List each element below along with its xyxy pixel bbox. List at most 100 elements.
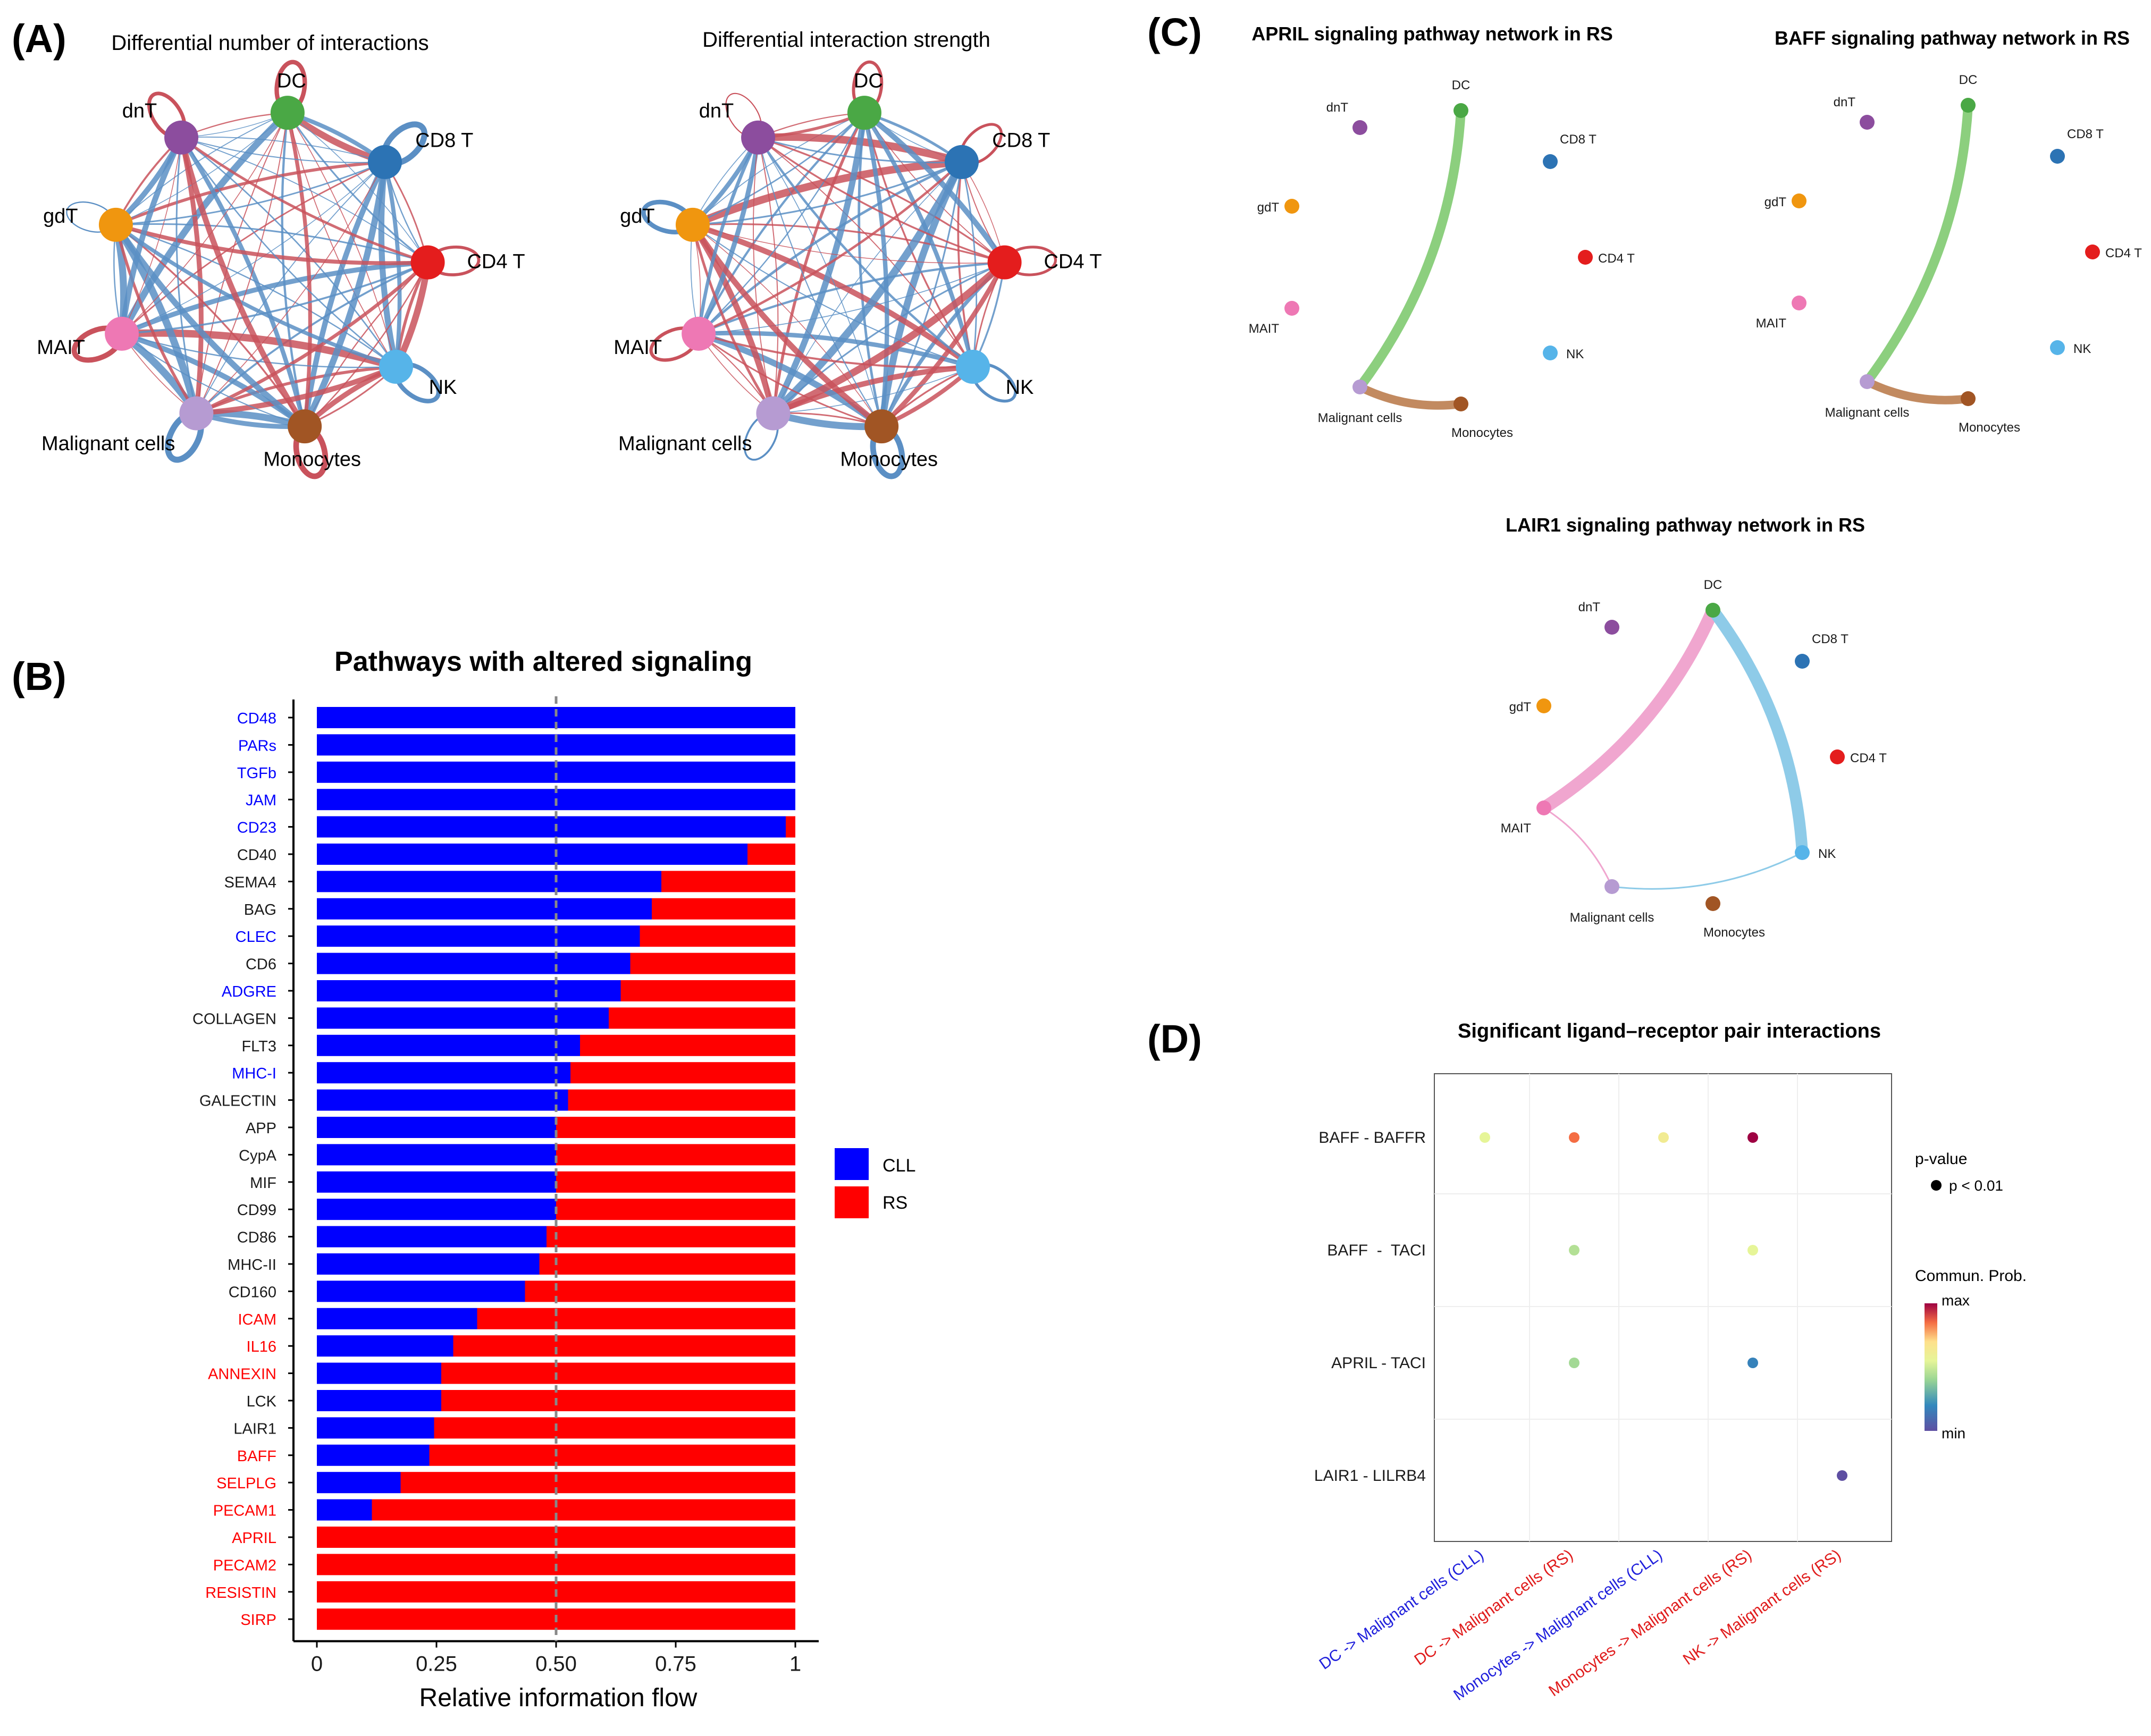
interaction-edge-29	[121, 329, 397, 370]
node-nk	[955, 350, 990, 384]
node-label-cd4-t: CD4 T	[467, 250, 525, 273]
bar-label-lair1: LAIR1	[233, 1420, 276, 1437]
bar-rs-app	[556, 1117, 795, 1138]
network-node-label-gdt: gdT	[1765, 195, 1787, 209]
network-edge-dc-to-mait	[1537, 604, 1719, 814]
y-category-lair1-lilrb4: LAIR1 - LILRB4	[1314, 1467, 1426, 1485]
bar-cll-cd86	[317, 1226, 547, 1248]
interaction-edge-1	[287, 112, 428, 263]
legend-swatch-rs	[835, 1186, 869, 1218]
bar-chart-bars: CD48 PARs TGFb JAM CD23 CD40 SEMA4 BAG CLEC CD6 AD…	[192, 696, 819, 1676]
bar-label-mhc-ii: MHC-II	[228, 1257, 276, 1274]
bar-label-icam: ICAM	[238, 1311, 277, 1328]
interaction-edge-65	[181, 137, 385, 163]
bar-cll-icam	[317, 1308, 477, 1329]
bar-cll-cd99	[317, 1199, 556, 1220]
network-node-label-dc: DC	[1704, 578, 1723, 592]
bar-rs-mif	[556, 1171, 795, 1193]
bar-label-lck: LCK	[247, 1393, 277, 1410]
network-node-label-malignant-cells: Malignant cells	[1318, 411, 1402, 425]
interaction-edge-42	[196, 261, 429, 415]
network-node-gdt	[1284, 199, 1299, 214]
node-cd4-t	[410, 245, 445, 280]
bar-label-sema4: SEMA4	[224, 874, 276, 891]
panel-a-circle-plots: Differential number of interactions Diff…	[37, 28, 1102, 479]
interaction-edge-32	[285, 112, 312, 427]
interaction-edge-39	[758, 137, 882, 427]
interaction-edge-49	[121, 162, 385, 334]
network-node-label-malignant-cells: Malignant cells	[1570, 911, 1654, 925]
network-edge-mait-to-malignant-cells	[1543, 807, 1613, 888]
bar-cll-galectin	[317, 1089, 568, 1111]
interaction-edge-40	[770, 112, 868, 415]
network-node-dnt	[1604, 620, 1619, 635]
bar-cll-flt3	[317, 1034, 580, 1056]
interaction-edge-40	[196, 113, 288, 414]
interaction-edge-39	[179, 136, 307, 427]
interaction-edge-2	[287, 112, 397, 367]
prob-colorbar	[1925, 1303, 1937, 1431]
network-node-cd4-t	[2085, 245, 2100, 259]
interaction-edge-66	[758, 137, 1005, 264]
bar-rs-annexin	[441, 1362, 795, 1384]
pvalue-legend-title: p-value	[1915, 1150, 1967, 1168]
bar-rs-mhc-i	[570, 1062, 795, 1084]
bar-cll-cd40	[317, 844, 747, 865]
dot-baff-baffr-dc-malignant-cells-rs	[1569, 1132, 1579, 1143]
node-label-monocytes: Monocytes	[840, 449, 938, 471]
bar-rs-collagen	[609, 1007, 795, 1029]
network-node-cd8-t	[1795, 654, 1810, 669]
bar-cll-lair1	[317, 1417, 434, 1439]
prob-legend-min: min	[1942, 1425, 1965, 1442]
bar-rs-baff	[429, 1444, 795, 1466]
circle-plot-strength: DC CD8 T CD4 T NK Monocytes Malignant cells MA…	[614, 60, 1102, 479]
april-network-title: APRIL signaling pathway network in RS	[1251, 23, 1612, 45]
x-tick-label: 0	[311, 1653, 323, 1676]
april-network: DC dnT CD8 T gdT CD4 T MAIT NK Malignant cells M…	[1249, 78, 1635, 440]
interaction-edge-56	[115, 112, 288, 225]
bar-label-adgre: ADGRE	[222, 983, 276, 1000]
bar-rs-bag	[652, 898, 795, 920]
interaction-edge-68	[178, 137, 307, 428]
lair1-network: DC dnT CD8 T gdT CD4 T MAIT NK Malignant cells M…	[1501, 578, 1887, 940]
bar-rs-il16	[453, 1335, 795, 1357]
node-label-cd8-t: CD8 T	[415, 130, 473, 152]
bar-label-galectin: GALECTIN	[199, 1093, 276, 1110]
bar-label-cd40: CD40	[237, 847, 276, 864]
network-node-label-monocytes: Monocytes	[1703, 925, 1765, 940]
network-node-malignant-cells	[1860, 374, 1875, 389]
interaction-edge-70	[119, 136, 184, 334]
node-label-monocytes: Monocytes	[263, 449, 361, 471]
network-node-label-cd8-t: CD8 T	[1560, 132, 1597, 147]
bar-cll-mif	[317, 1171, 556, 1193]
interaction-edge-41	[770, 160, 965, 416]
network-node-gdt	[1792, 193, 1806, 208]
network-node-label-nk: NK	[1818, 847, 1836, 861]
bar-label-cd6: CD6	[246, 956, 276, 973]
node-dc	[847, 96, 881, 130]
node-label-gdt: gdT	[620, 205, 654, 227]
network-node-dc	[1961, 98, 1976, 113]
bar-cll-mhc-ii	[317, 1253, 540, 1275]
network-node-dc	[1705, 603, 1720, 618]
dot-plot-title: Significant ligand–receptor pair interac…	[1458, 1020, 1881, 1042]
network-edge-nk-to-malignant-cells	[1611, 852, 1803, 890]
interaction-edge-50	[699, 262, 1005, 334]
interaction-edge-31	[181, 137, 397, 367]
bar-rs-pecam1	[372, 1499, 795, 1521]
bar-label-bag: BAG	[244, 901, 276, 918]
interaction-edge-43	[773, 366, 973, 414]
network-node-monocytes	[1453, 397, 1468, 411]
network-node-label-malignant-cells: Malignant cells	[1825, 406, 1910, 420]
prob-legend-max: max	[1942, 1292, 1970, 1309]
x-tick-label: 0.50	[535, 1653, 577, 1676]
network-node-label-mait: MAIT	[1249, 322, 1280, 336]
node-label-malignant-cells: Malignant cells	[618, 433, 752, 455]
bar-rs-lair1	[434, 1417, 795, 1439]
bar-cll-lck	[317, 1390, 441, 1411]
bar-label-april: APRIL	[232, 1530, 276, 1547]
interaction-edge-57	[692, 161, 962, 226]
bar-rs-cd99	[556, 1199, 795, 1220]
bar-label-sirp: SIRP	[240, 1612, 276, 1629]
interaction-edge-2	[863, 112, 974, 367]
